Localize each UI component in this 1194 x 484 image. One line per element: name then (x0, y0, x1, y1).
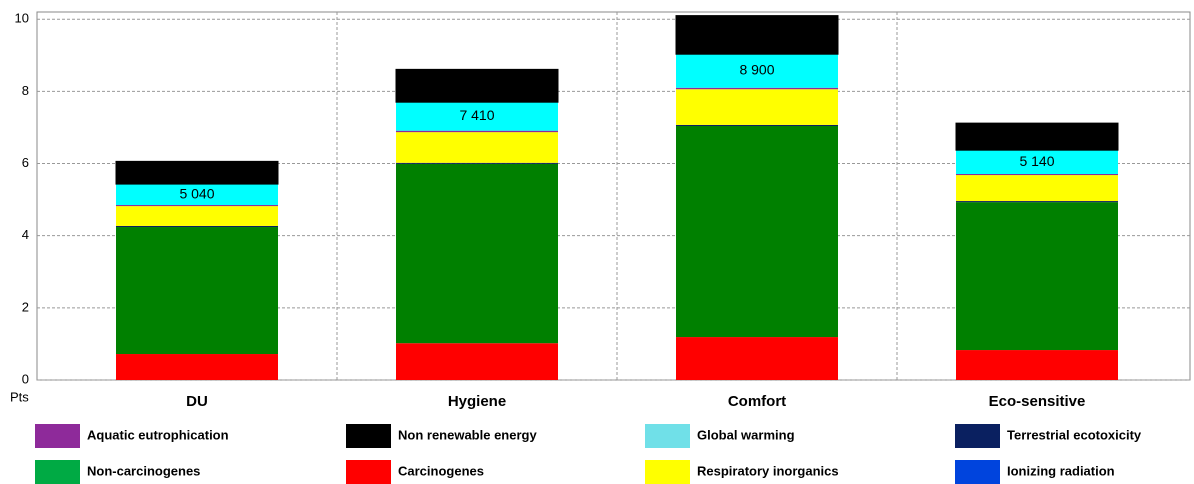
bar-segment (676, 89, 838, 125)
bar-segment (396, 162, 558, 164)
y-tick-label: 4 (22, 227, 29, 242)
bar-label: 5 140 (1019, 153, 1054, 169)
bar-segment (675, 15, 839, 55)
bar-segment (395, 68, 559, 103)
legend-swatch (955, 460, 1000, 484)
bar-label: 7 410 (459, 107, 494, 123)
y-tick-label: 10 (15, 11, 29, 26)
legend-swatch (346, 460, 391, 484)
bar-segment (396, 102, 558, 131)
x-tick-label: Eco-sensitive (989, 393, 1086, 410)
x-tick-label: DU (186, 393, 208, 410)
bar-segment (956, 173, 1118, 176)
bar-label: 8 900 (739, 62, 774, 78)
bar-segment (956, 202, 1118, 351)
legend-swatch (645, 424, 690, 448)
bar-segment (676, 337, 838, 380)
bar-segment (956, 150, 1118, 174)
bar-segment (676, 54, 838, 88)
bar-segment (676, 87, 838, 90)
bar-segment (396, 132, 558, 163)
bar-segment (116, 225, 278, 228)
bar-label: 5 040 (179, 185, 214, 201)
bar-segment (116, 206, 278, 226)
legend-label: Non-carcinogenes (87, 463, 200, 478)
bar-segment (955, 122, 1119, 151)
bar-segment (116, 354, 278, 380)
legend-label: Ionizing radiation (1007, 463, 1115, 478)
bar-segment (956, 350, 1118, 380)
bar-segment (956, 201, 1118, 203)
x-tick-label: Comfort (728, 393, 786, 410)
bar-segment (396, 343, 558, 380)
y-tick-label: 6 (22, 155, 29, 170)
bar-segment (676, 124, 838, 127)
y-tick-label: 8 (22, 83, 29, 98)
bar-segment (676, 126, 838, 338)
legend-label: Carcinogenes (398, 463, 484, 478)
x-tick-label: Hygiene (448, 393, 506, 410)
legend-label: Global warming (697, 427, 795, 442)
bar-segment (956, 175, 1118, 202)
legend-label: Non renewable energy (398, 427, 537, 442)
legend-label: Terrestrial ecotoxicity (1007, 427, 1142, 442)
y-tick-label: 0 (22, 371, 29, 386)
legend-swatch (645, 460, 690, 484)
bar-segment (116, 205, 278, 207)
legend-label: Respiratory inorganics (697, 463, 839, 478)
bar-segment (115, 160, 279, 185)
bar-segment (396, 163, 558, 344)
legend-swatch (35, 460, 80, 484)
legend-swatch (35, 424, 80, 448)
legend-label: Aquatic eutrophication (87, 427, 229, 442)
legend-swatch (955, 424, 1000, 448)
bar-segment (116, 227, 278, 355)
legend-swatch (346, 424, 391, 448)
y-axis-label: Pts (10, 389, 29, 404)
bar-segment (116, 184, 278, 206)
bar-segment (396, 130, 558, 133)
y-tick-label: 2 (22, 299, 29, 314)
